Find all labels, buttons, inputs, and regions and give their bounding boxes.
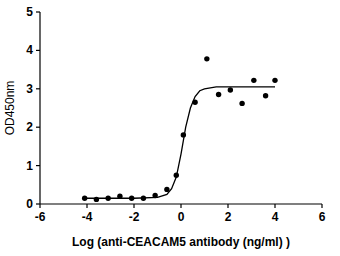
y-tick-label: 4 [26, 43, 33, 57]
x-tick-label: -4 [82, 210, 93, 224]
x-tick-label: -2 [129, 210, 140, 224]
y-tick [36, 165, 40, 166]
x-tick-label: 4 [272, 210, 279, 224]
plot-area [82, 56, 278, 202]
y-axis-label: OD450nm [3, 81, 17, 136]
chart: 0 1 2 3 4 5 -6 -4 -2 0 2 4 6 Log (anti-CEACAM5 antibo… [0, 0, 340, 256]
y-tick-label: 5 [26, 5, 33, 19]
x-tick-label: -6 [35, 210, 46, 224]
data-point [204, 56, 209, 61]
data-point [228, 87, 233, 92]
x-tick [133, 204, 134, 208]
fit-curve [85, 87, 275, 198]
data-point [263, 93, 268, 98]
y-axis [39, 12, 40, 204]
data-point [272, 78, 277, 83]
x-tick-label: 0 [178, 210, 185, 224]
x-tick [180, 204, 181, 208]
data-point [216, 92, 221, 97]
y-tick-label: 0 [26, 197, 33, 211]
y-tick [36, 50, 40, 51]
x-tick [227, 204, 228, 208]
x-tick [321, 204, 322, 208]
x-axis-label: Log (anti-CEACAM5 antibody (ng/ml) ) [72, 235, 290, 249]
x-tick [274, 204, 275, 208]
y-tick-label: 3 [26, 82, 33, 96]
y-tick-label: 1 [26, 159, 33, 173]
y-tick [36, 88, 40, 89]
x-tick [86, 204, 87, 208]
y-tick [36, 11, 40, 12]
y-tick [36, 127, 40, 128]
data-point [251, 78, 256, 83]
data-point [94, 197, 99, 202]
y-tick-label: 2 [26, 120, 33, 134]
x-tick-label: 6 [319, 210, 326, 224]
x-tick-label: 2 [225, 210, 232, 224]
x-tick [39, 204, 40, 208]
data-point [239, 101, 244, 106]
